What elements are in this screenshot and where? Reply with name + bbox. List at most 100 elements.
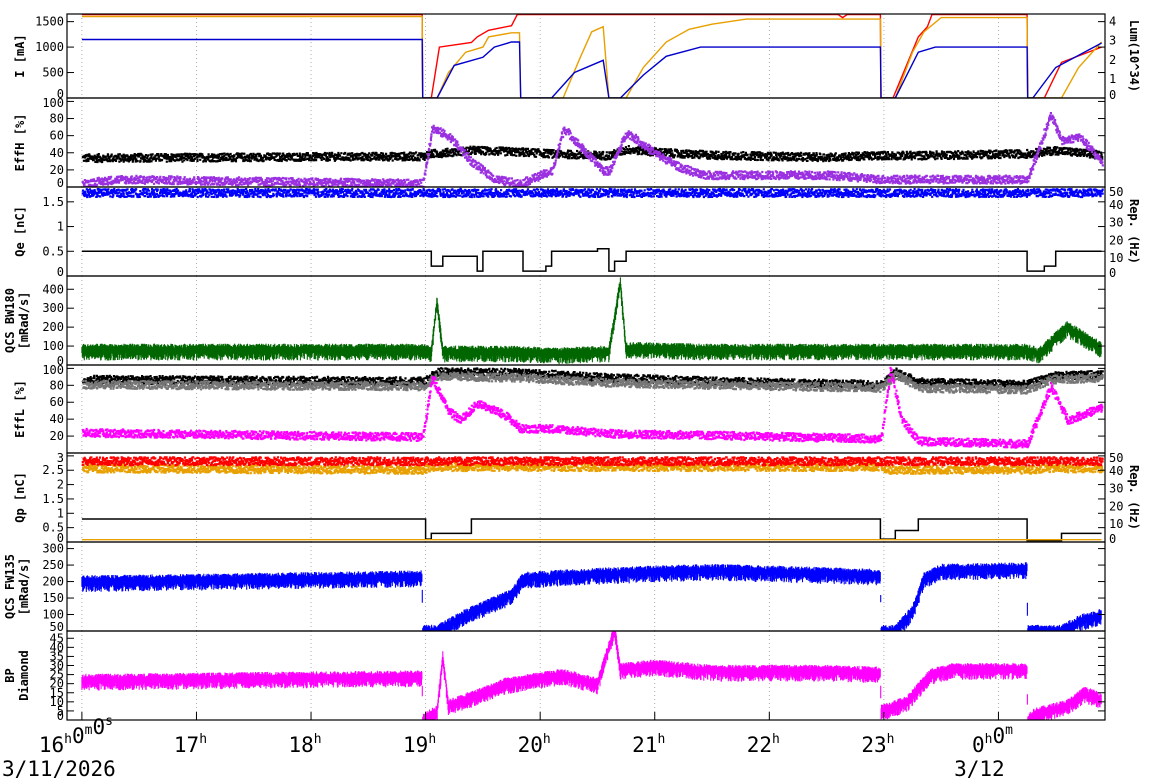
y-tick-label: 0.5 bbox=[42, 244, 64, 258]
y-tick-label: 10 bbox=[50, 695, 64, 709]
y-tick-label: 500 bbox=[42, 66, 64, 80]
y2-tick-label: 20 bbox=[1109, 499, 1123, 513]
y-tick-label: 60 bbox=[50, 129, 64, 143]
y-tick-label: 15 bbox=[50, 686, 64, 700]
y-tick-label: 1500 bbox=[35, 15, 64, 29]
y-axis-label: EffL [%] bbox=[13, 380, 27, 438]
y-tick-label: 0 bbox=[57, 709, 64, 723]
y2-tick-label: 0 bbox=[1109, 532, 1116, 546]
y-tick-label: 1000 bbox=[35, 40, 64, 54]
series-qcs-bw180-0 bbox=[81, 277, 1102, 365]
y-axis-label: Qe [nC] bbox=[13, 206, 27, 257]
x-tick-label: 19h bbox=[403, 732, 436, 757]
y2-tick-label: 0 bbox=[1109, 266, 1116, 280]
y-axis-label: I [mA] bbox=[13, 34, 27, 77]
y-axis-label: BP bbox=[3, 668, 17, 682]
y-axis-label: QCS BW180 bbox=[3, 288, 17, 353]
y-tick-label: 35 bbox=[50, 649, 64, 663]
y-tick-label: 40 bbox=[50, 412, 64, 426]
y2-tick-label: 30 bbox=[1109, 216, 1123, 230]
series-eff-l-2 bbox=[81, 366, 1104, 449]
y-tick-label: 80 bbox=[50, 112, 64, 126]
y-axis-label-line2: Diamond bbox=[17, 650, 31, 701]
y-tick-label: 25 bbox=[50, 668, 64, 682]
series-group bbox=[81, 562, 1102, 631]
y-axis-label-line2: [mRad/s] bbox=[17, 292, 31, 350]
y2-axis-label: Rep. (Hz) bbox=[1127, 465, 1141, 530]
y-tick-label: 400 bbox=[42, 282, 64, 296]
y2-tick-label: 40 bbox=[1109, 198, 1123, 212]
series-current-lum-2 bbox=[81, 38, 1102, 98]
panel-frame bbox=[66, 630, 1106, 721]
y-tick-label: 30 bbox=[50, 659, 64, 673]
y-tick-label: 1.5 bbox=[42, 195, 64, 209]
series-group bbox=[81, 112, 1104, 187]
series-group bbox=[81, 456, 1104, 542]
series-eff-l-1 bbox=[82, 370, 1104, 395]
y-tick-label: 100 bbox=[42, 96, 64, 110]
y2-tick-label: 4 bbox=[1109, 15, 1116, 29]
y2-tick-label: 10 bbox=[1109, 251, 1123, 265]
y-tick-label: 60 bbox=[50, 395, 64, 409]
y2-tick-label: 50 bbox=[1109, 451, 1123, 465]
y2-tick-label: 30 bbox=[1109, 482, 1123, 496]
y-tick-label: 20 bbox=[50, 163, 64, 177]
panel-frame bbox=[66, 13, 1106, 99]
y2-tick-label: 0 bbox=[1109, 88, 1116, 102]
y2-axis-label: Rep. (Hz) bbox=[1127, 199, 1141, 264]
y-tick-label: 0.5 bbox=[42, 521, 64, 535]
y2-tick-label: 10 bbox=[1109, 517, 1123, 531]
panel-current-lum: 0 500 1000 1500 0 1 2 3 4 Lum(10^34) I [mA] bbox=[13, 13, 1141, 102]
y-tick-label: 0 bbox=[57, 87, 64, 101]
y-tick-label: 40 bbox=[50, 146, 64, 160]
y-tick-label: 1.5 bbox=[42, 492, 64, 506]
series-current-lum-1 bbox=[81, 15, 1103, 98]
x-tick-label: 16h0m0s bbox=[39, 714, 113, 757]
y2-tick-label: 40 bbox=[1109, 464, 1123, 478]
y2-tick-label: 3 bbox=[1109, 34, 1116, 48]
series-qcs-fw135-0 bbox=[81, 562, 1102, 631]
x-tick-label: 17h bbox=[174, 732, 207, 757]
y-tick-label: 200 bbox=[42, 320, 64, 334]
panel-frame bbox=[66, 97, 1106, 188]
y-tick-label: 250 bbox=[42, 558, 64, 572]
panel-eff-h: 020 40 60 80 100 EffH [%] bbox=[13, 96, 1106, 190]
x-tick-label: 20h bbox=[518, 732, 551, 757]
y-tick-label: 5 bbox=[57, 704, 64, 718]
series-bp-diamond-0 bbox=[81, 631, 1102, 720]
date-label: 3/11/2026 bbox=[2, 757, 116, 781]
y-tick-label: 80 bbox=[50, 378, 64, 392]
y2-tick-label: 1 bbox=[1109, 72, 1116, 86]
y-tick-label: 20 bbox=[50, 429, 64, 443]
y-tick-label: 40 bbox=[50, 640, 64, 654]
series-group bbox=[81, 366, 1104, 449]
y-axis-label: Qp [nC] bbox=[13, 472, 27, 523]
x-tick-label: 22h bbox=[747, 732, 780, 757]
series-group bbox=[81, 14, 1103, 98]
y-tick-label: 20 bbox=[50, 677, 64, 691]
series-eff-h-0 bbox=[81, 145, 1104, 164]
y-tick-label: 100 bbox=[42, 363, 64, 377]
y2-axis-label: Lum(10^34) bbox=[1127, 20, 1141, 92]
y-tick-label: 50 bbox=[50, 620, 64, 634]
date-label: 3/12 bbox=[954, 757, 1005, 781]
y-tick-label: 100 bbox=[42, 608, 64, 622]
y-tick-label: 0 bbox=[57, 531, 64, 545]
series-qp-rep-1 bbox=[81, 456, 1104, 467]
y2-tick-label: 2 bbox=[1109, 53, 1116, 67]
time-axis: 16h0m0s 17h 18h 19h 20h 21h 22h 23h 0h0m 3/11/202… bbox=[2, 712, 1013, 781]
y2-tick-label: 50 bbox=[1109, 185, 1123, 199]
series-eff-h-1 bbox=[81, 112, 1104, 187]
series-group bbox=[81, 277, 1102, 365]
y-axis-label-line2: [mRad/s] bbox=[17, 558, 31, 616]
series-qp-rep-2 bbox=[81, 518, 1102, 542]
y-tick-label: 1 bbox=[57, 506, 64, 520]
y-tick-label: 0 bbox=[57, 176, 64, 190]
y-tick-label: 45 bbox=[50, 631, 64, 645]
x-tick-label: 23h bbox=[861, 732, 894, 757]
y-tick-label: 1 bbox=[57, 220, 64, 234]
